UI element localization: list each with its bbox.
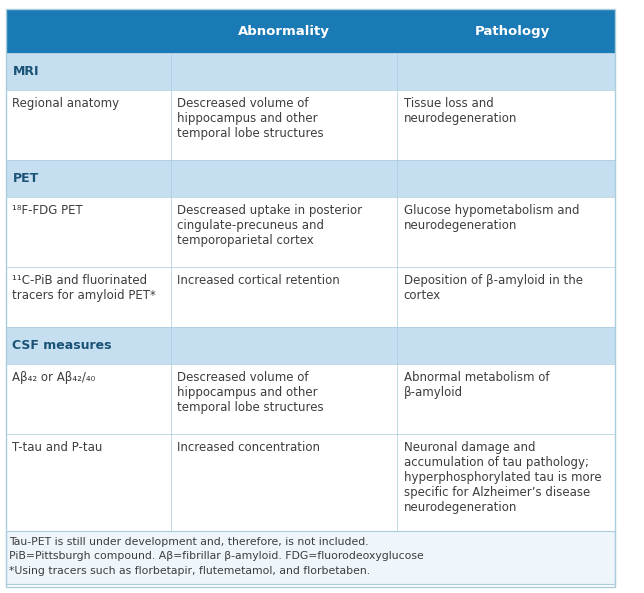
Text: *Using tracers such as florbetapir, flutemetamol, and florbetaben.: *Using tracers such as florbetapir, flut…	[9, 566, 370, 576]
Text: Descreased uptake in posterior
cingulate-precuneus and
temporoparietal cortex: Descreased uptake in posterior cingulate…	[177, 204, 362, 247]
Text: Abnormality: Abnormality	[238, 25, 330, 37]
Text: ¹⁸F-FDG PET: ¹⁸F-FDG PET	[12, 204, 83, 217]
Text: T-tau and P-tau: T-tau and P-tau	[12, 441, 103, 454]
Text: MRI: MRI	[12, 65, 39, 78]
Text: PET: PET	[12, 172, 39, 185]
FancyBboxPatch shape	[6, 53, 615, 90]
FancyBboxPatch shape	[6, 267, 615, 327]
FancyBboxPatch shape	[6, 197, 615, 267]
Text: Increased cortical retention: Increased cortical retention	[177, 274, 340, 287]
Text: Abnormal metabolism of
β-amyloid: Abnormal metabolism of β-amyloid	[404, 371, 549, 399]
Text: Glucose hypometabolism and
neurodegeneration: Glucose hypometabolism and neurodegenera…	[404, 204, 579, 232]
Text: Pathology: Pathology	[475, 25, 550, 37]
FancyBboxPatch shape	[6, 327, 615, 364]
Text: Tissue loss and
neurodegeneration: Tissue loss and neurodegeneration	[404, 97, 517, 125]
FancyBboxPatch shape	[6, 434, 615, 531]
Text: ¹¹C-PiB and fluorinated
tracers for amyloid PET*: ¹¹C-PiB and fluorinated tracers for amyl…	[12, 274, 156, 302]
Text: Increased concentration: Increased concentration	[177, 441, 320, 454]
Text: CSF measures: CSF measures	[12, 339, 112, 352]
Text: Deposition of β-amyloid in the
cortex: Deposition of β-amyloid in the cortex	[404, 274, 583, 302]
FancyBboxPatch shape	[6, 364, 615, 434]
Text: Tau-PET is still under development and, therefore, is not included.: Tau-PET is still under development and, …	[9, 537, 369, 547]
Text: Regional anatomy: Regional anatomy	[12, 97, 120, 110]
FancyBboxPatch shape	[6, 531, 615, 584]
FancyBboxPatch shape	[6, 9, 615, 53]
Text: PiB=Pittsburgh compound. Aβ=fibrillar β-amyloid. FDG=fluorodeoxyglucose: PiB=Pittsburgh compound. Aβ=fibrillar β-…	[9, 551, 424, 562]
Text: Descreased volume of
hippocampus and other
temporal lobe structures: Descreased volume of hippocampus and oth…	[177, 97, 324, 140]
Text: Descreased volume of
hippocampus and other
temporal lobe structures: Descreased volume of hippocampus and oth…	[177, 371, 324, 414]
FancyBboxPatch shape	[6, 90, 615, 160]
Text: Aβ₄₂ or Aβ₄₂/₄₀: Aβ₄₂ or Aβ₄₂/₄₀	[12, 371, 96, 384]
FancyBboxPatch shape	[6, 160, 615, 197]
Text: Neuronal damage and
accumulation of tau pathology;
hyperphosphorylated tau is mo: Neuronal damage and accumulation of tau …	[404, 441, 601, 514]
